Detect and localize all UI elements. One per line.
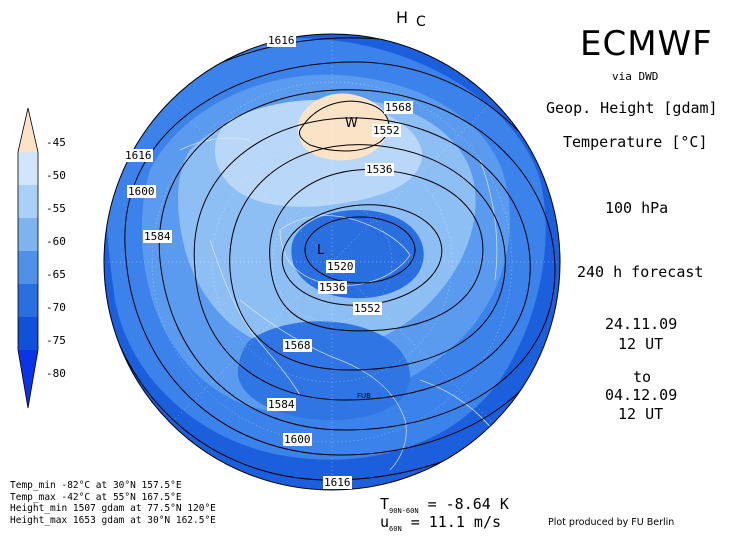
field-temperature: Temperature [°C] <box>563 133 708 151</box>
height-contours <box>104 37 560 481</box>
fub-label: FUB <box>357 392 371 400</box>
u-index-value: = 11.1 m/s <box>410 513 502 531</box>
legend-tick-3: -60 <box>46 235 66 248</box>
legend-swatch-7 <box>18 350 38 408</box>
t-index: T90N-60N = -8.64 K <box>380 495 509 515</box>
contour-label: 1616 <box>267 34 296 47</box>
map-border <box>103 33 561 491</box>
init-date: 24.11.09 <box>605 315 678 333</box>
stats-block: Temp_min -82°C at 30°N 157.5°E Temp_max … <box>10 480 216 526</box>
source-label: via DWD <box>612 70 659 83</box>
page-title: ECMWF <box>580 24 713 64</box>
low-marker: L <box>317 243 325 258</box>
legend-swatch-4 <box>18 251 38 284</box>
stat-height-max: Height_max 1653 gdam at 30°N 162.5°E <box>10 514 216 526</box>
contour-label: 1600 <box>283 433 312 446</box>
u-index-sub: 60N <box>389 525 402 533</box>
cold-marker: C <box>416 14 426 30</box>
contour-label: 1616 <box>323 476 352 489</box>
credit-label: Plot produced by FU Berlin <box>548 517 675 528</box>
legend-tick-0: -45 <box>46 136 66 149</box>
t-index-value: = -8.64 K <box>427 495 509 513</box>
pressure-level: 100 hPa <box>605 199 669 217</box>
contour-label: 1584 <box>267 398 296 411</box>
stat-height-min: Height_min 1507 gdam at 77.5°N 120°E <box>10 503 216 515</box>
contour-label: 1552 <box>353 302 382 315</box>
contour-label: 1600 <box>127 185 156 198</box>
legend-tick-5: -70 <box>46 301 66 314</box>
contour-label: 1568 <box>384 101 413 114</box>
contour-label: 1568 <box>283 339 312 352</box>
legend-swatch-1 <box>18 152 38 185</box>
legend-tick-4: -65 <box>46 268 66 281</box>
init-time: 12 UT <box>618 335 664 353</box>
coastlines <box>179 137 501 471</box>
field-geop-height: Geop. Height [gdam] <box>546 99 718 117</box>
legend-swatch-0 <box>18 108 38 152</box>
t-index-sub: 90N-60N <box>389 507 419 515</box>
legend-tick-6: -75 <box>46 334 66 347</box>
contour-label: 1616 <box>124 149 153 162</box>
contour-label: 1536 <box>318 281 347 294</box>
contour-label: 1536 <box>365 163 394 176</box>
legend-tick-2: -55 <box>46 202 66 215</box>
legend-swatch-5 <box>18 284 38 317</box>
legend-swatch-6 <box>18 317 38 350</box>
warm-marker: W <box>345 116 358 131</box>
contour-label: 1552 <box>372 124 401 137</box>
to-label: to <box>633 368 652 386</box>
contour-label: 1520 <box>326 260 355 273</box>
valid-time: 12 UT <box>618 405 664 423</box>
u-index: u60N = 11.1 m/s <box>380 513 501 533</box>
legend-tick-1: -50 <box>46 169 66 182</box>
forecast-lead: 240 h forecast <box>577 263 704 281</box>
u-index-label: u <box>380 513 390 531</box>
high-marker: H <box>396 8 409 27</box>
contour-label: 1584 <box>143 230 172 243</box>
t-index-label: T <box>380 495 390 513</box>
legend-tick-7: -80 <box>46 367 66 380</box>
valid-date: 04.12.09 <box>605 386 678 404</box>
stat-temp-min: Temp_min -82°C at 30°N 157.5°E <box>10 480 182 491</box>
legend-swatch-3 <box>18 218 38 251</box>
stat-temp-max: Temp_max -42°C at 55°N 167.5°E <box>10 491 182 503</box>
legend-colorbar <box>17 107 39 409</box>
legend-swatch-2 <box>18 185 38 218</box>
